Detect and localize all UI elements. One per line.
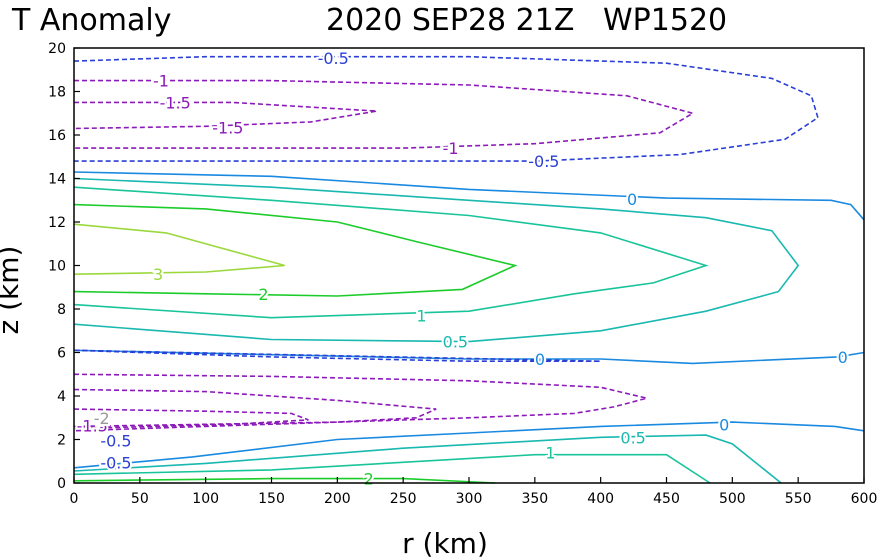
contour-line-14 [73,434,782,484]
y-tick-label: 10 [48,259,66,275]
y-tick-label: 20 [48,41,66,57]
chart-title-left: T Anomaly [11,3,171,38]
y-tick-label: 8 [57,302,66,318]
contour-line-0 [73,55,819,162]
x-tick-label: 500 [719,491,746,507]
x-axis-ticks: 0 50 100 150 200 250 300 350 400 450 500 550 600 [70,477,878,507]
contour-label-6: 0 [627,190,637,209]
x-tick-label: 0 [70,491,79,507]
contour-label-17: -0.5 [100,432,131,451]
x-tick-label: 250 [390,491,417,507]
contour-line-11 [73,388,437,432]
x-tick-label: 300 [456,491,483,507]
contour-label-12: 0 [838,348,848,367]
contour-label-11: 0 [535,350,545,369]
contour-line-5 [73,186,709,319]
y-tick-label: 12 [48,215,66,231]
contour-line-13 [73,421,865,469]
y-tick-label: 18 [48,85,66,101]
y-tick-label: 6 [57,346,66,362]
x-tick-label: 350 [521,491,548,507]
contour-label-15: 1 [545,444,555,463]
contour-label-19: -1.5 [77,416,108,435]
contour-label-20: -2 [94,409,110,428]
contour-label-10: 0.5 [443,333,468,352]
x-tick-label: 200 [324,491,351,507]
y-tick-label: 2 [57,433,66,449]
y-tick-label: 16 [48,128,66,144]
contour-label-7: 3 [153,265,163,284]
contour-label-3: -1.5 [212,118,243,137]
contour-line-2 [73,101,377,130]
x-tick-label: 600 [851,491,878,507]
contour-label-13: 0 [719,415,729,434]
contour-line-3 [73,171,865,221]
contour-line-4 [73,177,800,343]
contour-label-16: 2 [364,470,374,489]
contour-line-15 [73,453,711,484]
contour-label-18: -0.5 [100,453,131,472]
contour-label-14: 0.5 [620,428,645,447]
contour-line-12 [73,408,309,430]
x-tick-label: 50 [131,491,149,507]
contour-label-8: 2 [258,285,268,304]
contour-line-10 [73,373,648,428]
contour-label-4: -1 [443,139,459,158]
x-tick-label: 150 [258,491,285,507]
y-axis-label: z (km) [0,246,25,335]
x-tick-label: 400 [587,491,614,507]
y-axis-ticks: 0 2 4 6 8 10 12 14 16 18 20 [48,41,80,492]
contour-line-6 [73,203,518,297]
contour-label-0: -0.5 [318,49,349,68]
x-tick-label: 100 [192,491,219,507]
contour-line-7 [73,223,285,275]
chart-title-right: 2020 SEP28 21Z WP1520 [326,3,727,38]
y-tick-label: 4 [57,389,66,405]
contour-label-9: 1 [416,307,426,326]
y-tick-label: 14 [48,172,66,188]
x-axis-label: r (km) [402,527,488,559]
contour-line-1 [74,79,695,149]
y-tick-label: 0 [57,476,66,492]
contour-label-5: -0.5 [528,152,559,171]
contour-line-9 [73,349,601,363]
contour-label-2: -1.5 [160,93,191,112]
contour-label-1: -1 [153,72,169,91]
x-tick-label: 550 [785,491,812,507]
x-tick-label: 450 [653,491,680,507]
contour-lines [73,55,865,484]
